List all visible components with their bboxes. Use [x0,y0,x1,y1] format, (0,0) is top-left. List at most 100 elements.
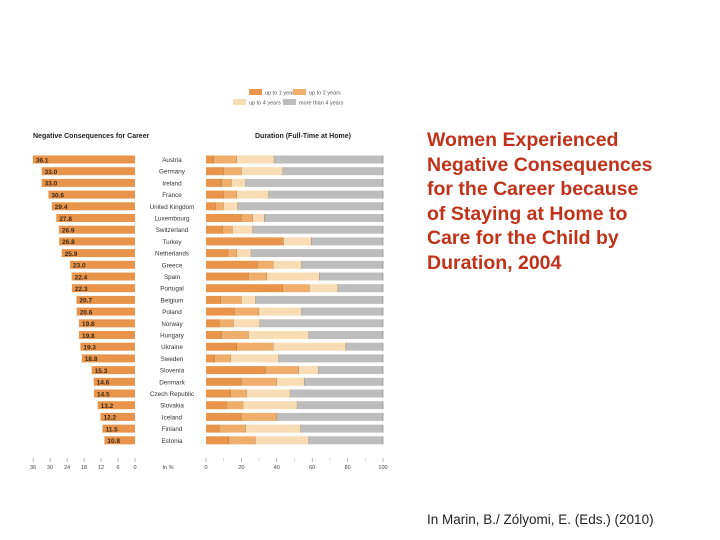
legend: up to 1 year up to 2 years up to 4 years mo… [233,89,344,107]
left-bar-value-label: 18.8 [85,356,98,363]
stacked-segment-up-to-1-year [206,214,242,222]
stacked-segment-more-than-4-years [274,155,383,164]
stacked-segment-up-to-4-years [241,167,283,176]
stacked-segment-up-to-2-years [241,377,277,386]
left-bar-value-label: 33.0 [45,169,58,176]
left-bar [76,307,135,316]
stacked-segment-up-to-2-years [214,354,231,363]
stacked-segment-more-than-4-years [337,284,383,293]
stacked-segment-up-to-2-years [265,366,299,375]
left-bar-value-label: 23.0 [73,263,86,270]
stacked-segment-up-to-1-year [206,190,224,199]
stacked-segment-up-to-2-years [221,295,242,304]
country-label: Estonia [161,438,183,445]
stacked-segment-up-to-1-year [206,260,258,269]
stacked-segment-up-to-4-years [255,436,309,445]
country-label: Turkey [162,239,182,246]
stacked-segment-up-to-4-years [236,190,269,199]
stacked-segment-up-to-2-years [215,202,224,211]
legend-swatch [293,89,306,95]
stacked-segment-more-than-4-years [245,178,383,187]
left-bar-value-label: 27.8 [59,216,72,223]
country-label: United Kingdom [150,204,195,211]
left-bar [61,249,135,258]
stacked-segment-up-to-4-years [236,155,275,164]
stacked-segment-up-to-2-years [282,284,310,293]
stacked-segment-up-to-1-year [206,284,283,293]
country-label: Belgium [161,297,184,304]
stacked-segment-up-to-4-years [241,295,256,304]
stacked-segment-up-to-4-years [309,284,338,293]
stacked-segment-up-to-1-year [206,178,222,187]
left-bar [81,354,135,363]
title-line: of Staying at Home to [427,202,628,225]
title-line: Negative Consequences [427,153,653,176]
stacked-segment-up-to-1-year [206,225,223,234]
country-label: Slovakia [160,403,184,410]
left-bar [32,155,135,164]
left-bar [48,190,135,199]
stacked-segment-up-to-4-years [273,260,302,269]
left-bar [78,331,135,339]
right-axis-tick-label: 60 [309,465,315,471]
stacked-segment-up-to-2-years [241,214,253,222]
stacked-segment-up-to-4-years [236,249,252,258]
left-bar [97,401,135,410]
stacked-segment-up-to-2-years [223,190,237,199]
country-label: Greece [162,262,183,269]
stacked-segment-up-to-2-years [222,225,233,234]
country-label: Switzerland [156,227,189,234]
stacked-segment-more-than-4-years [318,366,383,375]
left-bar [76,295,135,304]
left-bar-value-label: 19.8 [82,321,95,328]
stacked-segment-up-to-2-years [221,331,249,339]
slide-title: Women Experienced Negative Consequences … [427,128,707,275]
left-bar [71,272,135,281]
stacked-segment-up-to-4-years [273,342,346,351]
stacked-segment-up-to-1-year [206,202,216,211]
left-bar-value-label: 30.6 [51,192,64,199]
legend-swatch [233,99,246,105]
left-bar-value-label: 25.9 [65,251,78,258]
stacked-segment-more-than-4-years [345,342,383,351]
left-bar [78,319,135,328]
left-axis-label: In % [162,465,173,471]
left-bar [93,389,135,398]
stacked-segment-up-to-2-years [228,249,237,258]
left-bar [41,167,135,176]
right-axis-tick-label: 40 [274,465,280,471]
stacked-segment-more-than-4-years [311,237,383,246]
left-bar [100,412,135,421]
stacked-segment-more-than-4-years [237,202,383,211]
country-label: Denmark [159,379,185,386]
stacked-segment-up-to-4-years [230,354,279,363]
country-label: Slovenia [160,368,185,375]
country-label: Iceland [162,414,183,421]
title-line: for the Career because [427,178,639,200]
stacked-segment-up-to-4-years [232,225,253,234]
stacked-segment-more-than-4-years [252,225,383,234]
stacked-segment-more-than-4-years [290,389,383,398]
stacked-segment-up-to-4-years [259,307,302,316]
left-bar-value-label: 11.5 [105,426,118,433]
stacked-segment-up-to-1-year [206,342,237,351]
stacked-segment-up-to-2-years [221,178,232,187]
country-label: Portugal [160,286,183,293]
country-label: Germany [159,169,186,176]
left-bar-value-label: 13.2 [101,403,114,410]
stacked-segment-up-to-2-years [248,272,268,281]
stacked-segment-up-to-2-years [219,319,234,328]
legend-swatch [283,99,296,105]
stacked-segment-more-than-4-years [268,190,383,199]
right-bars [206,155,384,445]
left-bar-value-label: 14.6 [97,380,110,387]
left-bar-value-label: 12.2 [103,415,116,422]
stacked-segment-more-than-4-years [259,319,383,328]
stacked-segment-more-than-4-years [304,377,383,386]
title-line: Care for the Child by [427,227,619,249]
left-bar-value-label: 20.6 [80,309,93,316]
stacked-segment-up-to-1-year [206,389,231,398]
stacked-segment-more-than-4-years [308,436,383,445]
stacked-segment-up-to-2-years [236,342,274,351]
